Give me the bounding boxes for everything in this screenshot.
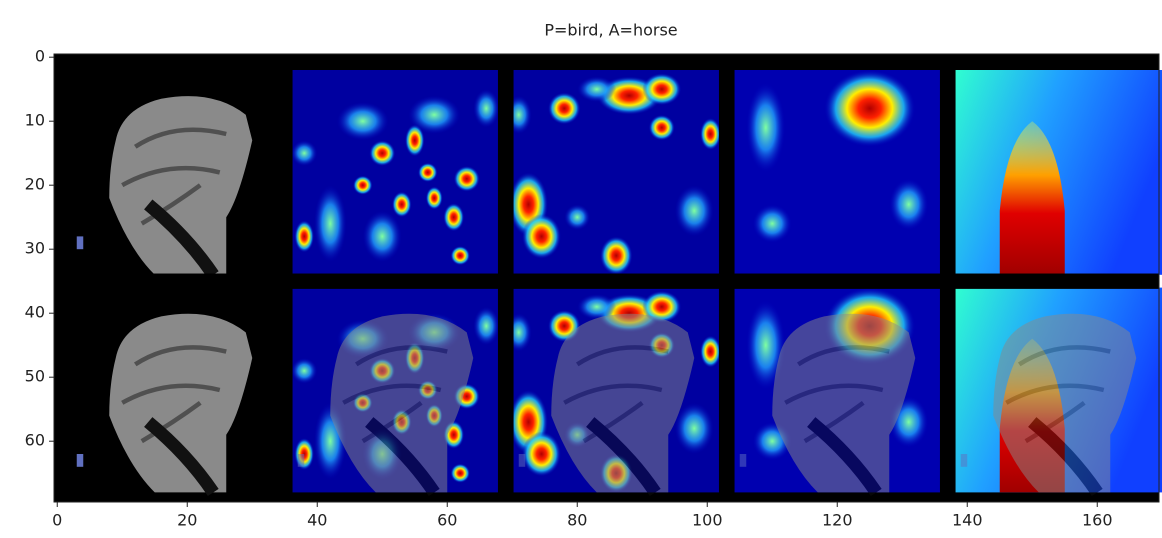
image-grid bbox=[54, 54, 1162, 502]
chart-title: P=bird, A=horse bbox=[544, 21, 677, 40]
x-tick-label: 160 bbox=[1082, 511, 1113, 530]
y-tick-label: 30 bbox=[25, 239, 45, 258]
y-tick-label: 0 bbox=[35, 47, 45, 66]
y-tick-label: 60 bbox=[25, 431, 45, 450]
x-tick-label: 80 bbox=[567, 511, 587, 530]
x-tick-label: 20 bbox=[177, 511, 197, 530]
x-tick-label: 40 bbox=[307, 511, 327, 530]
x-tick-label: 60 bbox=[437, 511, 457, 530]
x-tick-label: 140 bbox=[952, 511, 983, 530]
x-tick-label: 100 bbox=[692, 511, 723, 530]
y-tick-label: 10 bbox=[25, 111, 45, 130]
y-tick-label: 50 bbox=[25, 367, 45, 386]
x-tick-label: 0 bbox=[52, 511, 62, 530]
y-tick-label: 40 bbox=[25, 303, 45, 322]
x-tick-label: 120 bbox=[822, 511, 853, 530]
axes-frame bbox=[53, 53, 1160, 503]
y-tick-label: 20 bbox=[25, 175, 45, 194]
